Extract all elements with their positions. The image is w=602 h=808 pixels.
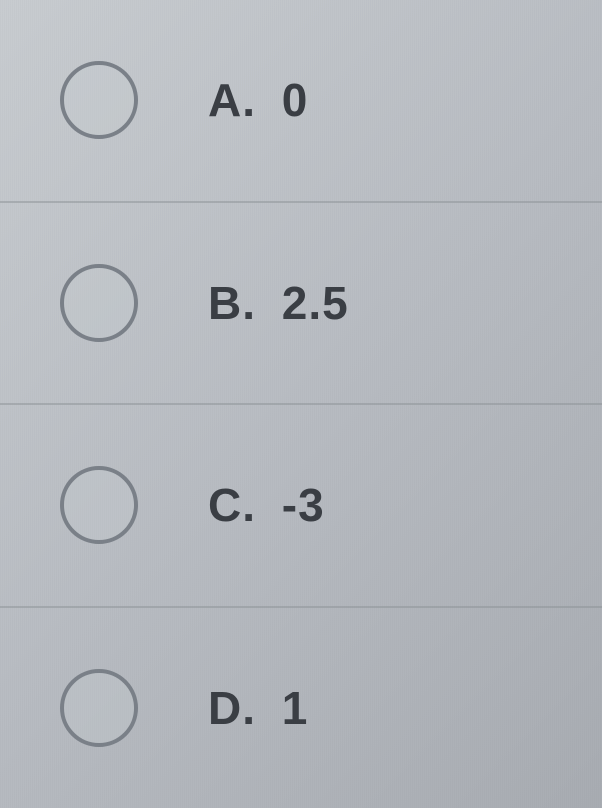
options-container: A. 0 B. 2.5 C. -3 D. 1 bbox=[0, 0, 602, 808]
option-letter: B. bbox=[208, 277, 256, 329]
option-value: 1 bbox=[282, 682, 309, 734]
option-letter: A. bbox=[208, 74, 256, 126]
option-value: -3 bbox=[282, 479, 325, 531]
radio-button-d[interactable] bbox=[60, 669, 138, 747]
option-row-c[interactable]: C. -3 bbox=[0, 405, 602, 608]
option-label-b: B. 2.5 bbox=[208, 276, 349, 330]
radio-button-a[interactable] bbox=[60, 61, 138, 139]
option-row-d[interactable]: D. 1 bbox=[0, 608, 602, 808]
option-letter: D. bbox=[208, 682, 256, 734]
option-value: 0 bbox=[282, 74, 309, 126]
option-label-d: D. 1 bbox=[208, 681, 308, 735]
option-row-a[interactable]: A. 0 bbox=[0, 0, 602, 203]
option-row-b[interactable]: B. 2.5 bbox=[0, 203, 602, 406]
option-letter: C. bbox=[208, 479, 256, 531]
radio-button-b[interactable] bbox=[60, 264, 138, 342]
option-value: 2.5 bbox=[282, 277, 349, 329]
option-label-a: A. 0 bbox=[208, 73, 308, 127]
radio-button-c[interactable] bbox=[60, 466, 138, 544]
option-label-c: C. -3 bbox=[208, 478, 325, 532]
